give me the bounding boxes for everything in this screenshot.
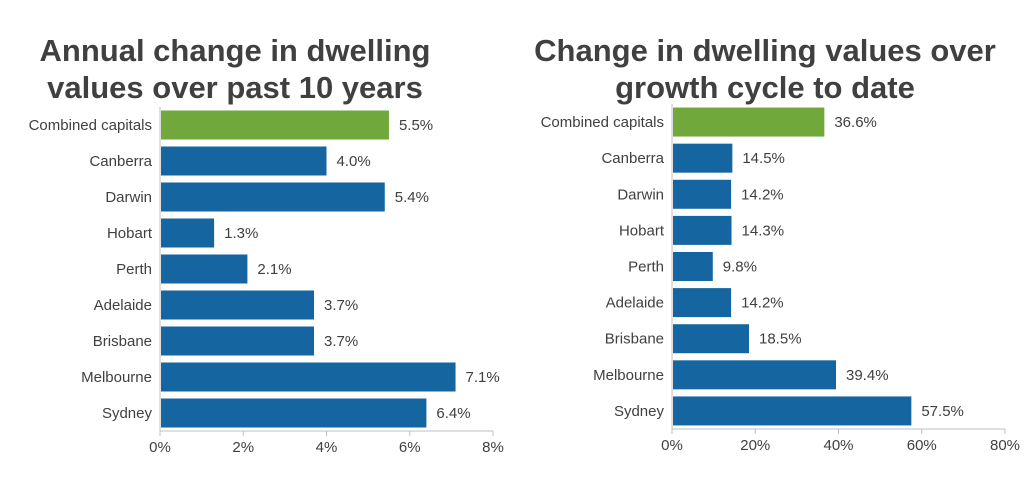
chart-title-left-line1: Annual change in dwelling xyxy=(39,33,431,68)
bar xyxy=(161,182,385,212)
data-label: 9.8% xyxy=(723,259,757,276)
x-tick-label: 20% xyxy=(740,437,770,454)
category-label: Perth xyxy=(628,259,664,276)
bar xyxy=(673,215,732,245)
bar xyxy=(673,324,750,354)
category-label: Melbourne xyxy=(81,369,152,386)
category-label: Canberra xyxy=(89,153,152,170)
bar xyxy=(161,290,315,320)
bar xyxy=(673,360,837,390)
category-label: Combined capitals xyxy=(541,114,664,131)
chart-title-right: Change in dwelling values over growth cy… xyxy=(510,32,1020,106)
data-label: 39.4% xyxy=(846,367,889,384)
data-label: 7.1% xyxy=(466,369,500,386)
data-label: 3.7% xyxy=(324,297,358,314)
category-label: Adelaide xyxy=(94,297,152,314)
category-label: Perth xyxy=(116,261,152,278)
data-label: 3.7% xyxy=(324,333,358,350)
category-label: Sydney xyxy=(614,403,665,420)
bar xyxy=(673,107,825,137)
bar xyxy=(161,146,327,176)
data-label: 14.2% xyxy=(741,186,784,203)
x-tick-label: 0% xyxy=(149,439,171,456)
bar xyxy=(161,362,456,392)
bar xyxy=(161,218,215,248)
category-label: Melbourne xyxy=(593,367,664,384)
x-tick-label: 6% xyxy=(399,439,421,456)
bar xyxy=(161,398,427,428)
chart-right: 0% 20% 40% 60% 80% Combined capitals 36.6% Canb… xyxy=(541,104,1020,454)
category-label: Canberra xyxy=(601,150,664,167)
data-label: 6.4% xyxy=(436,405,470,422)
data-label: 14.5% xyxy=(742,150,785,167)
x-tick-label: 0% xyxy=(661,437,683,454)
bar xyxy=(673,252,713,281)
chart-title-left-line2: values over past 10 years xyxy=(47,70,423,105)
x-tick-label: 80% xyxy=(990,437,1020,454)
category-label: Brisbane xyxy=(93,333,152,350)
data-label: 36.6% xyxy=(834,114,877,131)
bar xyxy=(161,110,389,140)
x-tick-label: 8% xyxy=(482,439,504,456)
data-label: 18.5% xyxy=(759,331,802,348)
chart-title-left: Annual change in dwelling values over pa… xyxy=(0,32,470,106)
x-tick-label: 40% xyxy=(823,437,853,454)
data-label: 14.3% xyxy=(742,222,785,239)
x-tick-label: 2% xyxy=(232,439,254,456)
x-tick-label: 4% xyxy=(316,439,338,456)
data-label: 2.1% xyxy=(257,261,291,278)
chart-left: 0% 2% 4% 6% 8% Combined capitals 5.5% Canberra 4… xyxy=(29,107,504,456)
chart-title-right-line1: Change in dwelling values over xyxy=(534,33,996,68)
category-label: Brisbane xyxy=(605,331,664,348)
bar xyxy=(161,254,248,284)
bar xyxy=(673,396,912,426)
data-label: 4.0% xyxy=(337,153,371,170)
data-label: 5.5% xyxy=(399,117,433,134)
category-label: Combined capitals xyxy=(29,117,152,134)
chart-title-right-line2: growth cycle to date xyxy=(615,70,915,105)
category-label: Darwin xyxy=(105,189,152,206)
category-label: Sydney xyxy=(102,405,153,422)
bar xyxy=(673,288,732,318)
category-label: Hobart xyxy=(107,225,153,242)
bar xyxy=(161,326,315,356)
data-label: 14.2% xyxy=(741,295,784,312)
category-label: Darwin xyxy=(617,186,664,203)
bar xyxy=(673,143,733,173)
data-label: 57.5% xyxy=(921,403,964,420)
bar xyxy=(673,179,732,209)
x-tick-label: 60% xyxy=(907,437,937,454)
category-label: Hobart xyxy=(619,222,665,239)
category-label: Adelaide xyxy=(606,295,664,312)
data-label: 1.3% xyxy=(224,225,258,242)
data-label: 5.4% xyxy=(395,189,429,206)
